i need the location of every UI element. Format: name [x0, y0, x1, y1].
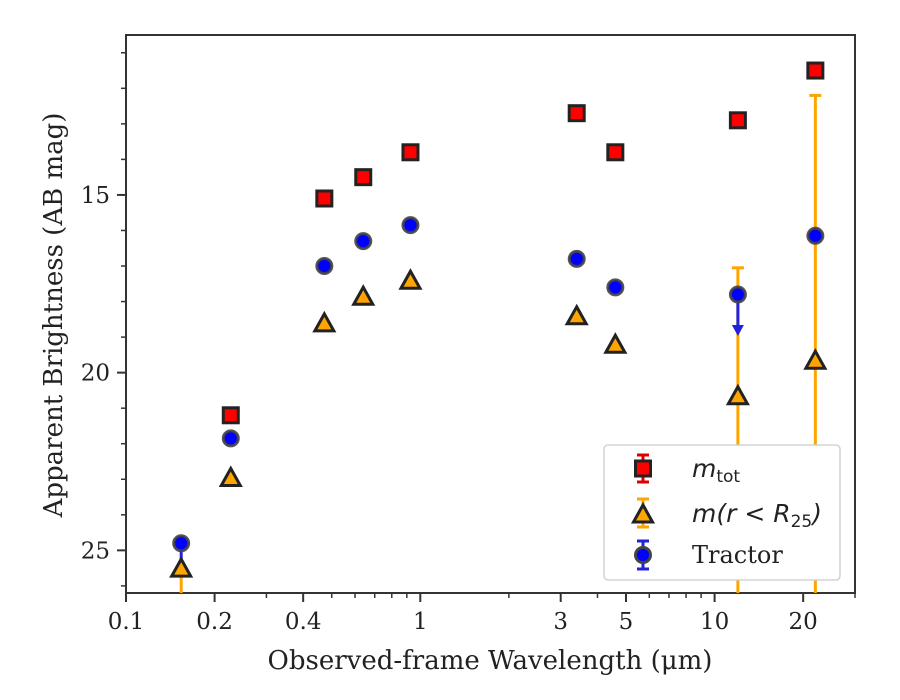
mtot-marker	[315, 189, 334, 208]
tractor-marker	[221, 429, 240, 448]
x-tick-label: 20	[789, 609, 818, 635]
mtot-marker	[606, 143, 625, 162]
mr25-marker	[398, 268, 423, 290]
markers-group	[169, 61, 828, 578]
x-tick-label: 0.4	[285, 609, 322, 635]
mtot-marker	[728, 111, 747, 130]
mr25-marker	[312, 310, 337, 333]
x-tick-label: 1	[413, 609, 428, 635]
mr25-marker	[564, 303, 589, 326]
x-axis-label: Observed-frame Wavelength (μm)	[268, 646, 713, 676]
legend-mtot-label: mtot	[692, 454, 740, 487]
legend-box	[603, 444, 841, 581]
tractor-marker	[354, 232, 373, 251]
plot-frame	[125, 34, 856, 594]
legend: mtot m(r < R25) Tractor	[603, 444, 841, 581]
tractor-marker	[172, 534, 191, 553]
legend-mr25-post: )	[810, 499, 822, 528]
y-tick-label: 15	[81, 183, 110, 209]
mtot-marker	[806, 61, 825, 80]
tractor-marker	[806, 226, 825, 245]
y-tick-label: 25	[81, 538, 110, 564]
tractor-marker	[567, 249, 586, 268]
x-tick-label: 0.2	[196, 609, 233, 635]
legend-entry-mr25: m(r < R25)	[630, 497, 822, 532]
mr25-marker	[218, 465, 243, 487]
legend-mr25-label: m(r < R25)	[692, 499, 822, 532]
tractor-marker	[315, 257, 334, 276]
mtot-marker	[354, 168, 373, 187]
x-tick-label: 5	[619, 609, 634, 635]
tractor-marker	[401, 216, 420, 235]
ticks-group: 0.1 0.2 0.4 1 3 5 10 20 15 20 25	[81, 52, 856, 635]
mtot-marker	[221, 406, 240, 425]
y-axis-label: Apparent Brightness (AB mag)	[39, 113, 69, 519]
x-tick-label: 10	[700, 609, 729, 635]
tractor-marker	[728, 285, 747, 304]
mr25-marker	[351, 284, 376, 306]
mr25-marker	[603, 332, 628, 354]
x-tick-label: 3	[553, 609, 568, 635]
mr25-marker	[803, 348, 828, 370]
legend-mtot-sub: tot	[716, 467, 740, 487]
legend-tractor-label: Tractor	[692, 541, 783, 569]
mr25-marker	[725, 383, 750, 406]
legend-mr25-pre: m(r < R	[692, 499, 791, 528]
legend-mtot-main: m	[692, 454, 716, 483]
legend-entry-tractor: Tractor	[634, 539, 783, 571]
mr25-marker	[169, 556, 194, 578]
y-tick-label: 20	[81, 361, 110, 387]
legend-tractor-marker	[634, 546, 652, 564]
legend-mr25-sub: 25	[791, 512, 813, 532]
legend-mtot-marker	[634, 459, 652, 478]
legend-entry-mtot: mtot	[634, 453, 740, 487]
tractor-upper-limit-arrow	[731, 324, 744, 336]
legend-mr25-marker	[630, 501, 656, 524]
x-tick-label: 0.1	[108, 609, 145, 635]
mtot-marker	[567, 104, 586, 123]
mtot-marker	[401, 143, 420, 162]
tractor-marker	[606, 278, 625, 297]
axes-frame-group	[125, 34, 856, 594]
